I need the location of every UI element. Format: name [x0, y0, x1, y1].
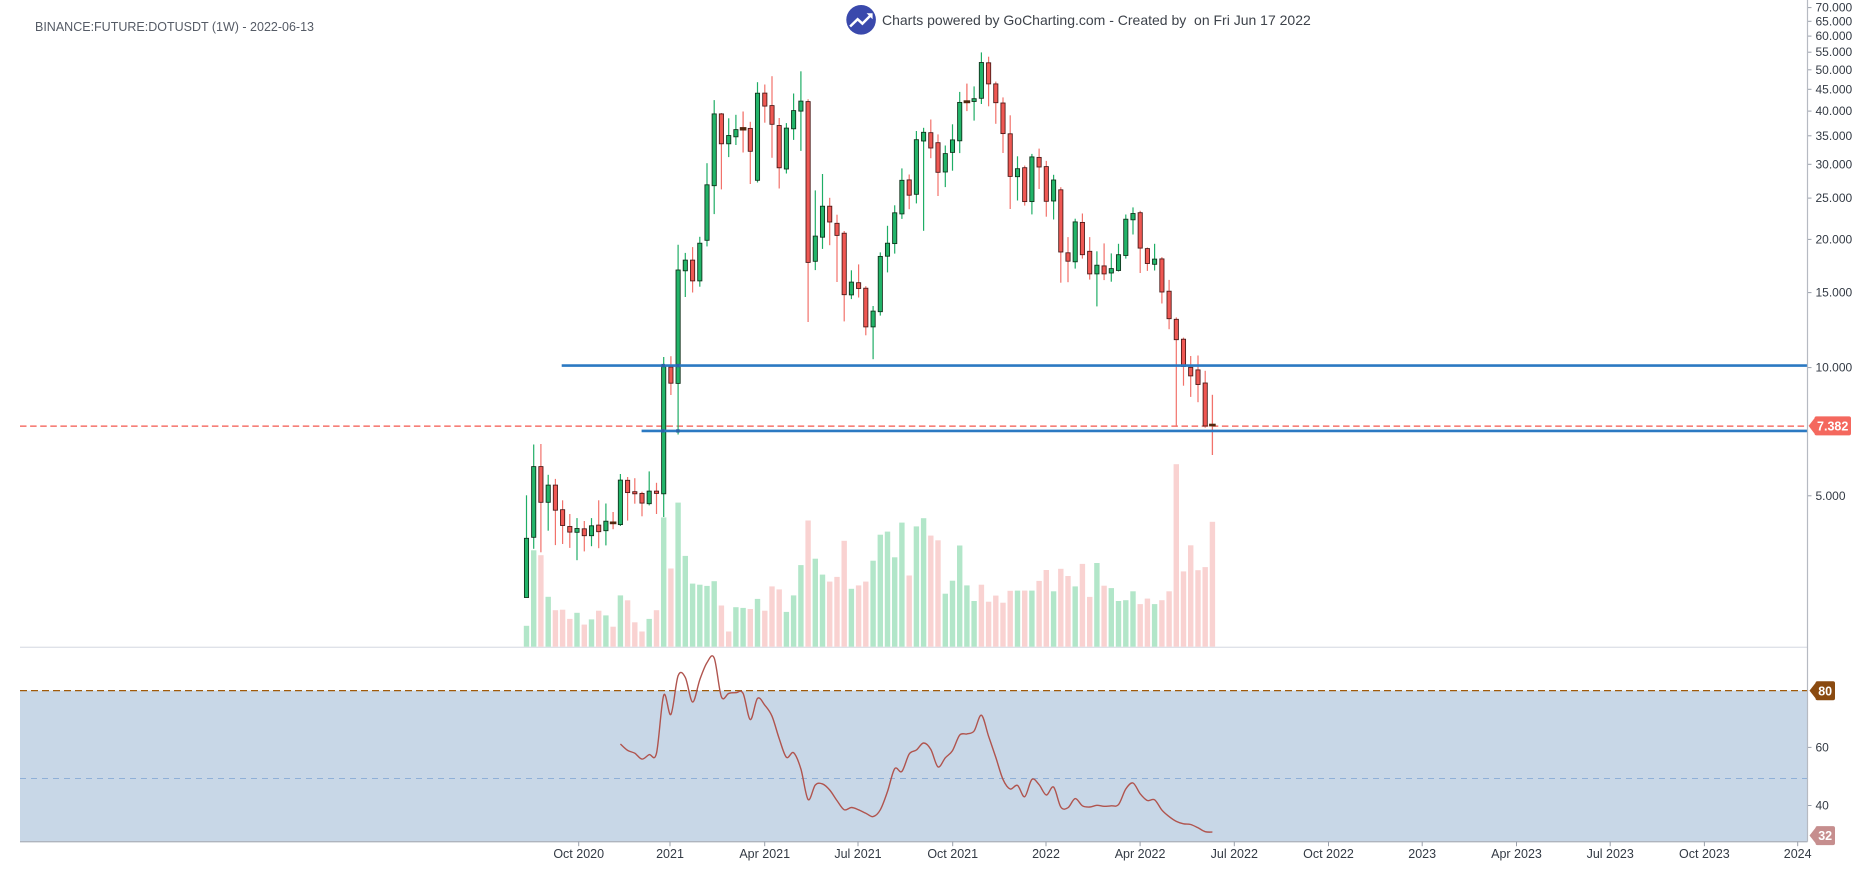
svg-text:Charts powered by GoCharting.c: Charts powered by GoCharting.com - Creat…: [882, 12, 1311, 28]
svg-text:32: 32: [1818, 829, 1832, 843]
svg-text:65.000: 65.000: [1816, 14, 1853, 28]
svg-text:60: 60: [1816, 740, 1830, 754]
svg-text:BINANCE:FUTURE:DOTUSDT (1W) -: BINANCE:FUTURE:DOTUSDT (1W) - 2022-06-13: [35, 20, 314, 34]
svg-text:Oct 2020: Oct 2020: [553, 847, 604, 861]
svg-text:60.000: 60.000: [1816, 29, 1853, 43]
svg-text:15.000: 15.000: [1816, 286, 1853, 300]
svg-text:Jul 2023: Jul 2023: [1587, 847, 1634, 861]
svg-text:Oct 2023: Oct 2023: [1679, 847, 1730, 861]
svg-text:25.000: 25.000: [1816, 191, 1853, 205]
svg-text:20.000: 20.000: [1816, 232, 1853, 246]
svg-text:Apr 2023: Apr 2023: [1491, 847, 1542, 861]
svg-text:Jul 2021: Jul 2021: [834, 847, 881, 861]
svg-text:5.000: 5.000: [1816, 489, 1846, 503]
svg-text:30.000: 30.000: [1816, 157, 1853, 171]
svg-text:40.000: 40.000: [1816, 104, 1853, 118]
svg-text:2021: 2021: [656, 847, 684, 861]
svg-text:Oct 2021: Oct 2021: [927, 847, 978, 861]
svg-text:Apr 2021: Apr 2021: [739, 847, 790, 861]
svg-text:Apr 2022: Apr 2022: [1115, 847, 1166, 861]
svg-text:80: 80: [1818, 684, 1832, 698]
svg-text:50.000: 50.000: [1816, 63, 1853, 77]
svg-text:35.000: 35.000: [1816, 129, 1853, 143]
svg-text:2022: 2022: [1032, 847, 1060, 861]
svg-text:Oct 2022: Oct 2022: [1303, 847, 1354, 861]
svg-text:45.000: 45.000: [1816, 82, 1853, 96]
svg-text:70.000: 70.000: [1816, 1, 1853, 15]
svg-text:55.000: 55.000: [1816, 45, 1853, 59]
svg-text:2023: 2023: [1408, 847, 1436, 861]
svg-text:2024: 2024: [1784, 847, 1812, 861]
svg-text:40: 40: [1816, 799, 1830, 813]
svg-text:7.382: 7.382: [1817, 419, 1848, 433]
svg-text:Jul 2022: Jul 2022: [1211, 847, 1258, 861]
svg-text:10.000: 10.000: [1816, 361, 1853, 375]
